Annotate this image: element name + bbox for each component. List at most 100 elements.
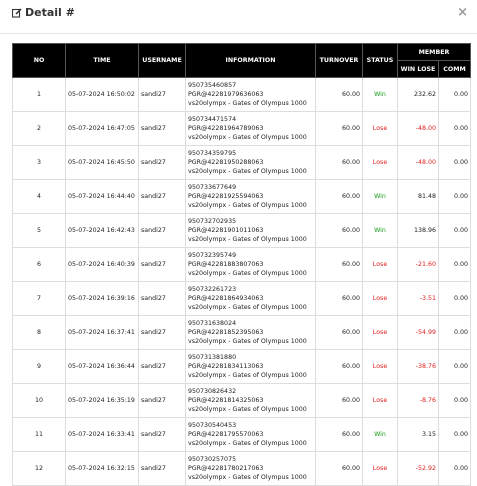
row-information: 950735460857 PGR@42281979636063 vs20olympx… <box>185 77 316 112</box>
row-turnover: 60.00 <box>315 145 363 180</box>
table-row: 1 05-07-2024 16:50:02 sandi27 950735460857 P… <box>12 77 472 112</box>
row-comm: 0.00 <box>437 145 472 180</box>
info-line: vs20olympx - Gates of Olympus 1000 <box>188 236 307 243</box>
row-status: Win <box>362 417 398 452</box>
row-username: sandi27 <box>138 213 186 248</box>
row-username: sandi27 <box>138 349 186 384</box>
row-status: Lose <box>362 145 398 180</box>
row-comm: 0.00 <box>437 349 472 384</box>
column-header: WIN LOSE <box>397 60 439 78</box>
row-username: sandi27 <box>138 111 186 146</box>
close-button[interactable]: × <box>457 5 468 20</box>
row-username: sandi27 <box>138 315 186 350</box>
row-win-lose: -3.51 <box>397 281 439 316</box>
row-no: 12 <box>12 451 66 486</box>
info-line: PGR@42281780217063 <box>188 465 264 472</box>
row-win-lose: 81.48 <box>397 179 439 214</box>
info-line: vs20olympx - Gates of Olympus 1000 <box>188 372 307 379</box>
row-status: Lose <box>362 383 398 418</box>
row-information: 950732261723 PGR@42281864934063 vs20olympx… <box>185 281 316 316</box>
detail-table: NO TIME USERNAME INFORMATION TURNOVER STATUS M… <box>12 43 472 486</box>
row-turnover: 60.00 <box>315 213 363 248</box>
row-turnover: 60.00 <box>315 451 363 486</box>
info-line: vs20olympx - Gates of Olympus 1000 <box>188 202 307 209</box>
info-line: 950730826432 <box>188 388 237 395</box>
info-line: 950730257075 <box>188 456 237 463</box>
row-comm: 0.00 <box>437 247 472 282</box>
table-wrap: NO TIME USERNAME INFORMATION TURNOVER STATUS M… <box>12 43 472 486</box>
table-row: 7 05-07-2024 16:39:16 sandi27 950732261723 P… <box>12 281 472 316</box>
row-no: 7 <box>12 281 66 316</box>
row-comm: 0.00 <box>437 111 472 146</box>
row-information: 950733677649 PGR@42281925594063 vs20olympx… <box>185 179 316 214</box>
row-status: Lose <box>362 349 398 384</box>
column-header: INFORMATION <box>185 43 316 78</box>
table-row: 2 05-07-2024 16:47:05 sandi27 950734471574 P… <box>12 111 472 146</box>
row-comm: 0.00 <box>437 417 472 452</box>
row-no: 9 <box>12 349 66 384</box>
row-turnover: 60.00 <box>315 77 363 112</box>
info-line: PGR@42281852395063 <box>188 329 264 336</box>
modal-title: Detail # <box>12 6 75 19</box>
table-row: 5 05-07-2024 16:42:43 sandi27 950732702935 P… <box>12 213 472 248</box>
column-header: TIME <box>65 43 139 78</box>
row-time: 05-07-2024 16:42:43 <box>65 213 139 248</box>
row-time: 05-07-2024 16:33:41 <box>65 417 139 452</box>
info-line: vs20olympx - Gates of Olympus 1000 <box>188 440 307 447</box>
row-status: Win <box>362 77 398 112</box>
row-username: sandi27 <box>138 383 186 418</box>
info-line: vs20olympx - Gates of Olympus 1000 <box>188 168 307 175</box>
info-line: vs20olympx - Gates of Olympus 1000 <box>188 474 307 481</box>
row-no: 4 <box>12 179 66 214</box>
row-status: Lose <box>362 281 398 316</box>
row-turnover: 60.00 <box>315 281 363 316</box>
row-comm: 0.00 <box>437 77 472 112</box>
row-win-lose: -38.76 <box>397 349 439 384</box>
row-username: sandi27 <box>138 179 186 214</box>
info-line: PGR@42281964789063 <box>188 125 264 132</box>
info-line: PGR@42281834113063 <box>188 363 264 370</box>
info-line: vs20olympx - Gates of Olympus 1000 <box>188 304 307 311</box>
row-status: Lose <box>362 315 398 350</box>
row-time: 05-07-2024 16:47:05 <box>65 111 139 146</box>
row-information: 950734359795 PGR@42281950288063 vs20olympx… <box>185 145 316 180</box>
info-line: 950731381880 <box>188 354 237 361</box>
row-status: Lose <box>362 451 398 486</box>
row-information: 950734471574 PGR@42281964789063 vs20olympx… <box>185 111 316 146</box>
row-comm: 0.00 <box>437 383 472 418</box>
row-no: 2 <box>12 111 66 146</box>
edit-icon <box>12 7 22 18</box>
row-username: sandi27 <box>138 417 186 452</box>
row-turnover: 60.00 <box>315 247 363 282</box>
info-line: 950732261723 <box>188 286 237 293</box>
row-username: sandi27 <box>138 145 186 180</box>
row-comm: 0.00 <box>437 179 472 214</box>
row-no: 10 <box>12 383 66 418</box>
row-username: sandi27 <box>138 281 186 316</box>
info-line: vs20olympx - Gates of Olympus 1000 <box>188 134 307 141</box>
row-status: Lose <box>362 247 398 282</box>
info-line: 950731638024 <box>188 320 237 327</box>
info-line: PGR@42281883807063 <box>188 261 264 268</box>
table-row: 6 05-07-2024 16:40:39 sandi27 950732395749 P… <box>12 247 472 282</box>
row-information: 950731638024 PGR@42281852395063 vs20olympx… <box>185 315 316 350</box>
modal-header: Detail # × <box>0 0 477 34</box>
info-line: vs20olympx - Gates of Olympus 1000 <box>188 100 307 107</box>
row-information: 950732395749 PGR@42281883807063 vs20olympx… <box>185 247 316 282</box>
info-line: PGR@42281979636063 <box>188 91 264 98</box>
row-time: 05-07-2024 16:35:19 <box>65 383 139 418</box>
row-information: 950730257075 PGR@42281780217063 vs20olympx… <box>185 451 316 486</box>
row-win-lose: -48.00 <box>397 111 439 146</box>
row-information: 950730826432 PGR@42281814325063 vs20olympx… <box>185 383 316 418</box>
column-header: NO <box>12 43 66 78</box>
info-line: PGR@42281925594063 <box>188 193 264 200</box>
table-row: 9 05-07-2024 16:36:44 sandi27 950731381880 P… <box>12 349 472 384</box>
header-row: NO TIME USERNAME INFORMATION TURNOVER STATUS M… <box>12 43 472 78</box>
info-line: 950732395749 <box>188 252 237 259</box>
row-time: 05-07-2024 16:32:15 <box>65 451 139 486</box>
row-win-lose: -54.99 <box>397 315 439 350</box>
info-line: 950733677649 <box>188 184 237 191</box>
row-username: sandi27 <box>138 451 186 486</box>
column-header: USERNAME <box>138 43 186 78</box>
row-win-lose: -8.76 <box>397 383 439 418</box>
